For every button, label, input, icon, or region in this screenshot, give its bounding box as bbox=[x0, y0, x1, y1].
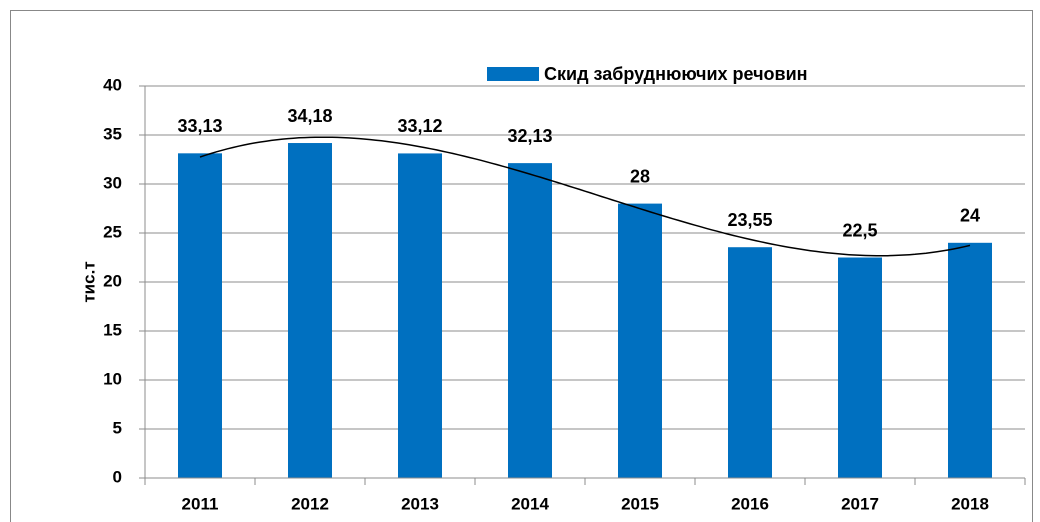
y-tick-label: 30 bbox=[103, 173, 122, 192]
bar bbox=[398, 153, 442, 478]
legend-swatch bbox=[487, 67, 539, 81]
value-label: 34,18 bbox=[287, 106, 332, 126]
value-label: 32,13 bbox=[507, 126, 552, 146]
bar bbox=[508, 163, 552, 478]
legend-label: Скид забруднюючих речовин bbox=[544, 64, 808, 84]
y-tick-label: 20 bbox=[103, 271, 122, 290]
y-axis-label: тис.т bbox=[79, 261, 98, 302]
y-tick-label: 10 bbox=[103, 369, 122, 388]
y-tick-label: 25 bbox=[103, 222, 122, 241]
y-tick-label: 5 bbox=[113, 418, 122, 437]
x-tick-label: 2018 bbox=[951, 494, 989, 513]
value-label: 28 bbox=[630, 166, 650, 186]
value-label: 22,5 bbox=[842, 220, 877, 240]
bar bbox=[618, 203, 662, 478]
y-tick-label: 35 bbox=[103, 124, 122, 143]
x-tick-label: 2016 bbox=[731, 494, 769, 513]
y-tick-label: 0 bbox=[113, 467, 122, 486]
x-tick-label: 2017 bbox=[841, 494, 879, 513]
value-label: 33,13 bbox=[177, 116, 222, 136]
x-tick-label: 2015 bbox=[621, 494, 659, 513]
value-label: 23,55 bbox=[727, 210, 772, 230]
bar bbox=[178, 153, 222, 479]
y-tick-label: 15 bbox=[103, 320, 122, 339]
value-label: 24 bbox=[960, 206, 980, 226]
value-label: 33,12 bbox=[397, 116, 442, 136]
bar bbox=[288, 143, 332, 478]
x-tick-label: 2011 bbox=[182, 494, 219, 513]
x-tick-label: 2012 bbox=[291, 494, 329, 513]
bar bbox=[728, 247, 772, 478]
trend-line bbox=[199, 136, 971, 257]
x-tick-label: 2014 bbox=[511, 494, 549, 513]
x-tick-label: 2013 bbox=[401, 494, 439, 513]
y-tick-label: 40 bbox=[103, 75, 122, 94]
bar bbox=[838, 257, 882, 478]
bar bbox=[948, 242, 992, 478]
